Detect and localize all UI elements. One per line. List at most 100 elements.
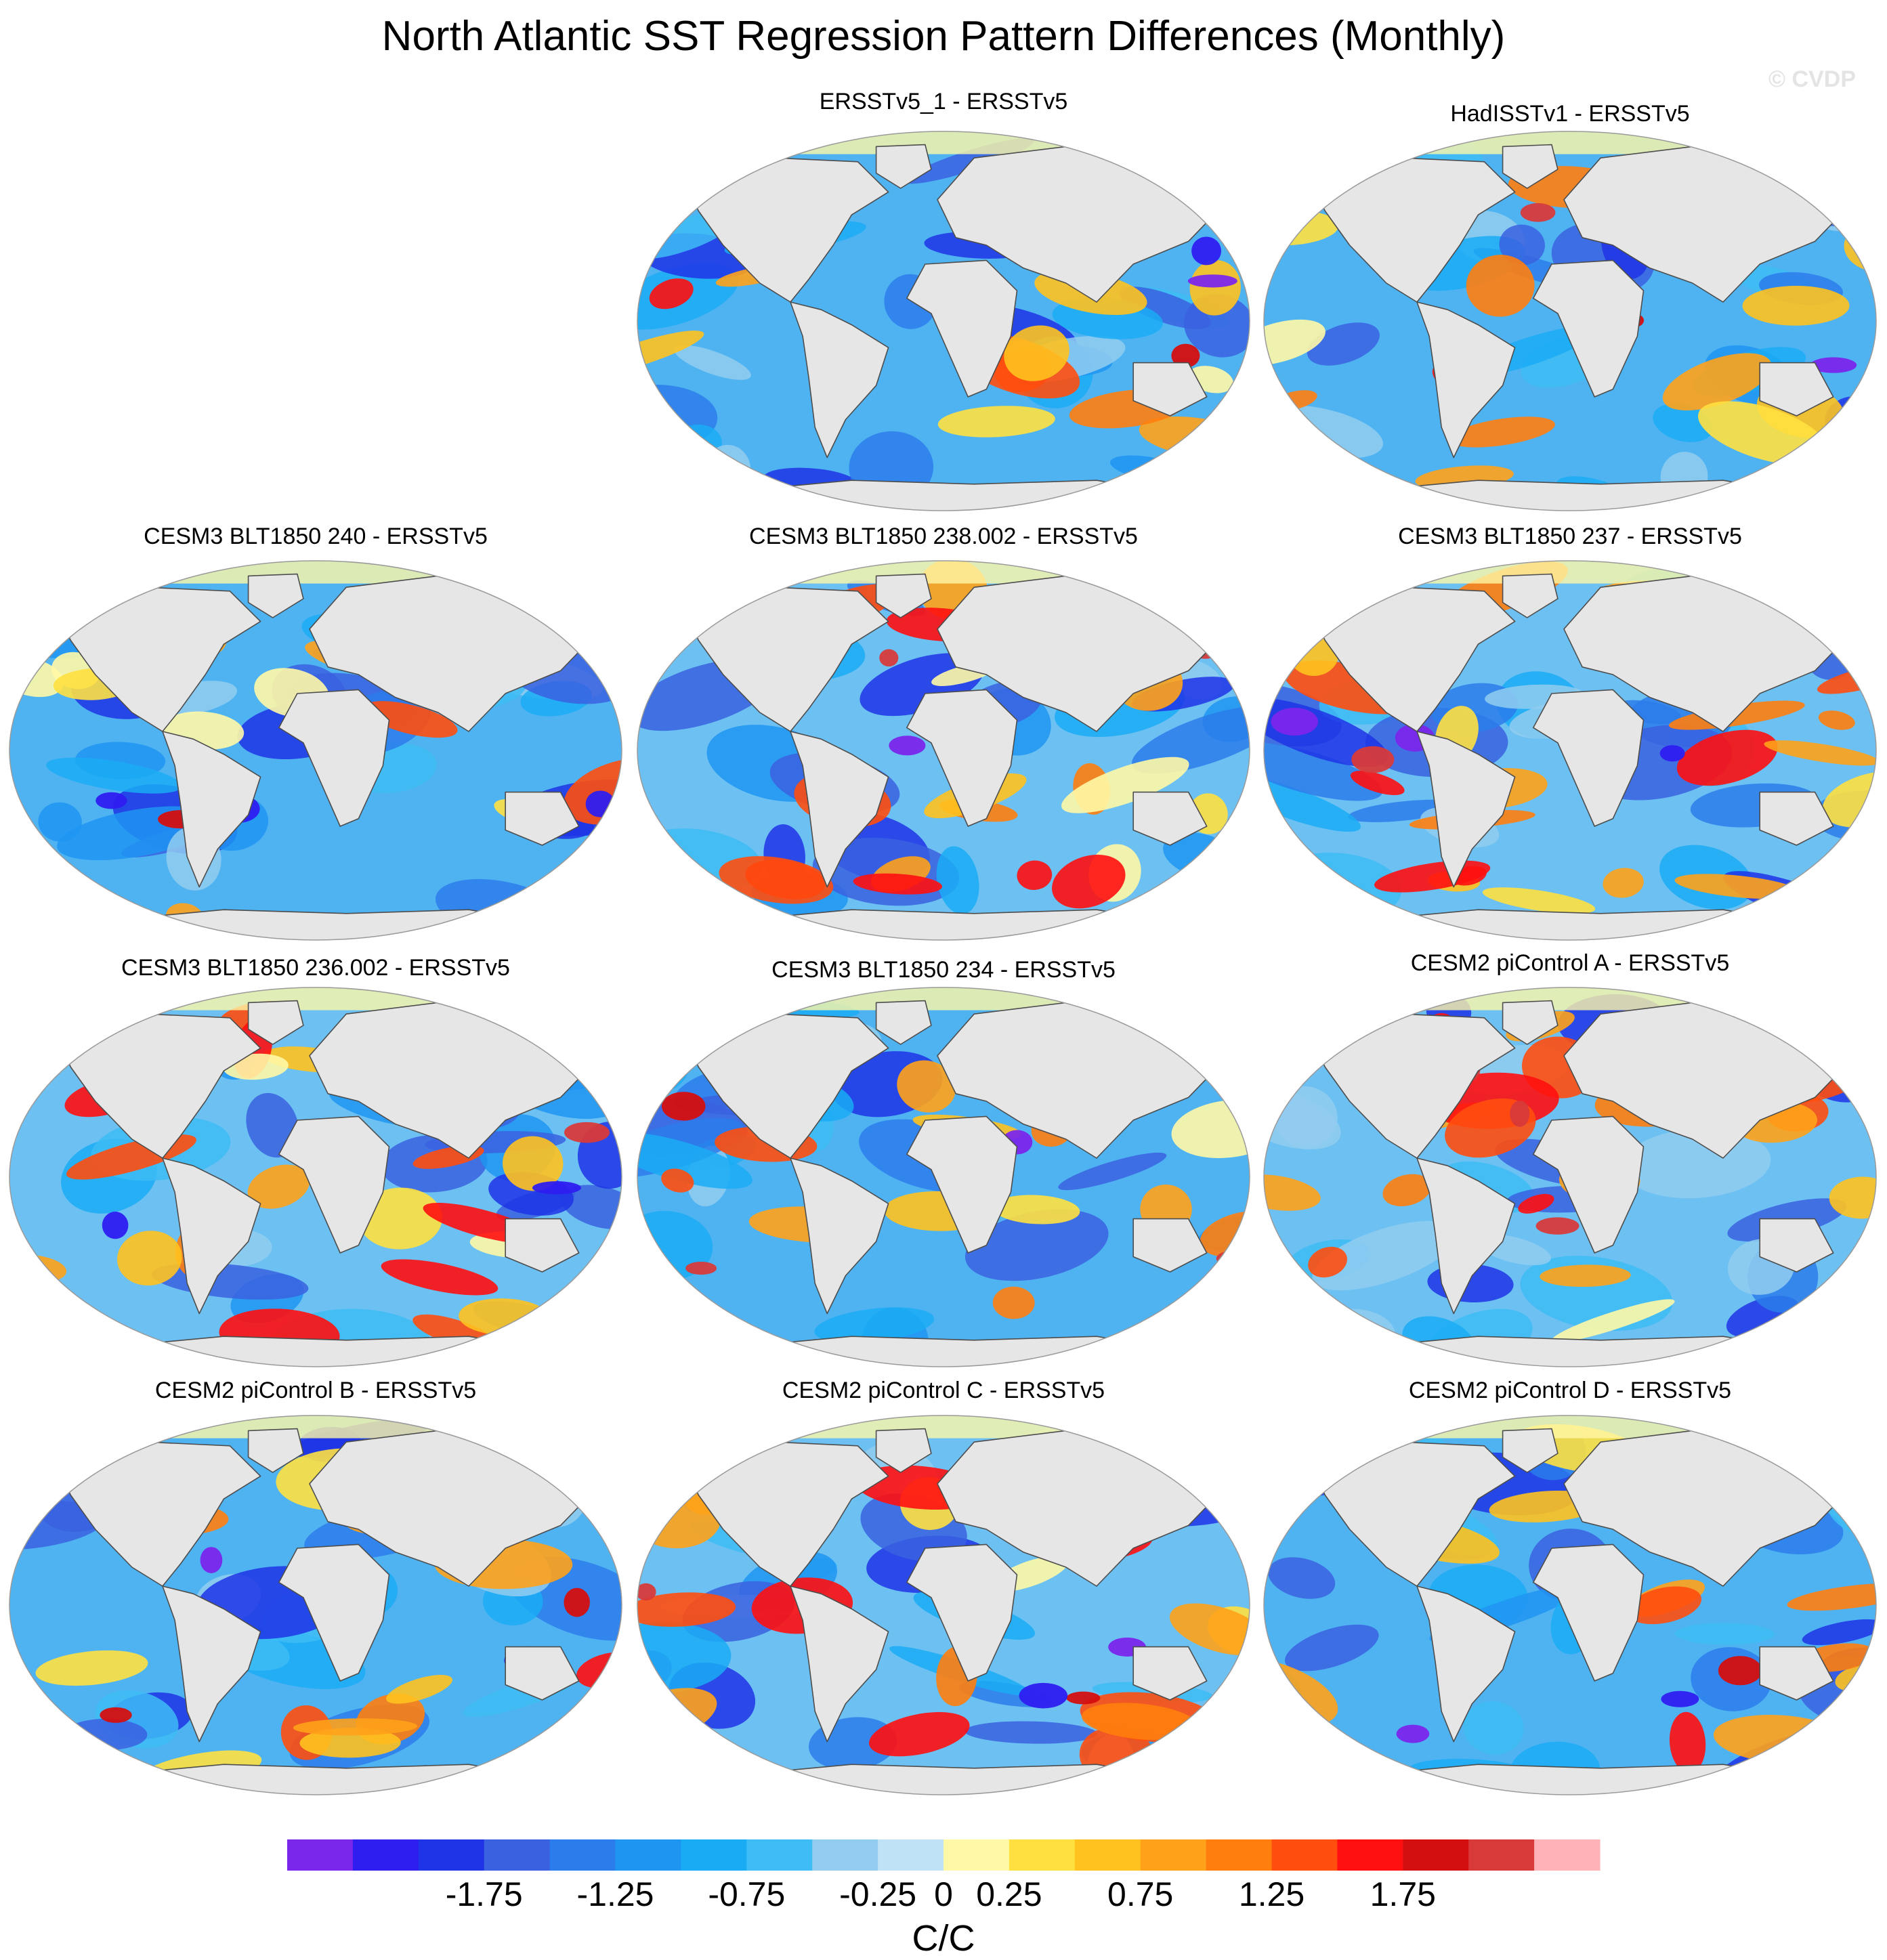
land-p3-4 [278, 689, 390, 827]
land-p3-2 [162, 731, 261, 888]
panel-title-p1: ERSSTv5_1 - ERSSTv5 [820, 89, 1068, 114]
colorbar-swatch-19 [1534, 1839, 1600, 1871]
colorbar-swatch-13 [1140, 1839, 1207, 1871]
land-p2-0 [1306, 157, 1516, 303]
colorbar-tick-6: 0.75 [1107, 1875, 1173, 1913]
land-p6-0 [51, 1013, 261, 1159]
map-panel-p2: HadISSTv1 - ERSSTv5 [1263, 101, 1877, 511]
panel-title-p10: CESM2 piControl C - ERSSTv5 [782, 1378, 1105, 1403]
land-p8-4 [1533, 1115, 1645, 1254]
map-border-p1 [637, 131, 1250, 511]
land-p6-2 [162, 1157, 261, 1315]
land-p8-6 [1355, 1336, 1816, 1367]
land-p4-4 [906, 689, 1018, 827]
land-p6-1 [247, 1000, 304, 1045]
land-p10-2 [790, 1585, 889, 1743]
land-p5-2 [1416, 731, 1516, 888]
panel-title-p6: CESM3 BLT1850 236.002 - ERSSTv5 [121, 955, 510, 981]
colorbar: -1.75 -1.25 -0.75 -0.25 0 0.25 0.75 1.25 1.75 [287, 1839, 1600, 1913]
land-p11-2 [1416, 1585, 1516, 1743]
watermark-text: © CVDP [1768, 66, 1856, 92]
colorbar-swatch-9 [878, 1839, 944, 1871]
colorbar-swatch-12 [1074, 1839, 1141, 1871]
map-panel-p3: CESM3 BLT1850 240 - ERSSTv5 [9, 524, 622, 941]
land-p11-0 [1306, 1441, 1516, 1587]
land-p5-5 [1759, 791, 1834, 846]
land-p5-6 [1355, 909, 1816, 940]
colorbar-tick-4: 0 [934, 1875, 953, 1913]
land-p4-2 [790, 731, 889, 888]
land-p10-6 [728, 1764, 1189, 1795]
land-p9-5 [505, 1646, 580, 1701]
land-p7-5 [1132, 1218, 1208, 1273]
panel-title-p11: CESM2 piControl D - ERSSTv5 [1409, 1378, 1731, 1403]
map-panel-p7: CESM3 BLT1850 234 - ERSSTv5 [637, 957, 1250, 1367]
map-panels: ERSSTv5_1 - ERSSTv5 HadISSTv1 - ERSSTv5 CE… [9, 89, 1877, 1795]
colorbar-swatch-1 [352, 1839, 419, 1871]
land-p4-0 [679, 587, 889, 732]
panel-title-p7: CESM3 BLT1850 234 - ERSSTv5 [771, 957, 1116, 983]
map-border-p11 [1263, 1415, 1877, 1795]
map-panel-p11: CESM2 piControl D - ERSSTv5 [1263, 1378, 1877, 1795]
land-p11-4 [1533, 1543, 1645, 1682]
colorbar-swatch-3 [484, 1839, 551, 1871]
land-p1-4 [906, 259, 1018, 398]
land-p3-6 [100, 909, 561, 940]
land-p1-5 [1132, 362, 1208, 417]
land-p7-0 [679, 1013, 889, 1159]
land-p6-4 [278, 1115, 390, 1254]
land-p4-5 [1132, 791, 1208, 846]
map-border-p4 [637, 560, 1250, 941]
colorbar-swatch-14 [1206, 1839, 1273, 1871]
land-p5-4 [1533, 689, 1645, 827]
land-p2-2 [1416, 301, 1516, 459]
colorbar-label: C/C [912, 1918, 975, 1959]
map-border-p9 [9, 1415, 622, 1795]
panel-title-p8: CESM2 piControl A - ERSSTv5 [1411, 950, 1730, 976]
colorbar-swatch-15 [1271, 1839, 1338, 1871]
colorbar-swatch-6 [681, 1839, 747, 1871]
map-panel-p9: CESM2 piControl B - ERSSTv5 [9, 1378, 622, 1795]
colorbar-tick-1: -1.25 [577, 1875, 654, 1913]
colorbar-tick-5: 0.25 [976, 1875, 1042, 1913]
panel-title-p2: HadISSTv1 - ERSSTv5 [1450, 101, 1689, 127]
land-p10-1 [875, 1428, 932, 1473]
land-p7-4 [906, 1115, 1018, 1254]
land-p9-1 [247, 1428, 304, 1473]
map-border-p5 [1263, 560, 1877, 941]
map-panel-p6: CESM3 BLT1850 236.002 - ERSSTv5 [9, 955, 622, 1367]
land-p6-6 [100, 1336, 561, 1367]
map-panel-p5: CESM3 BLT1850 237 - ERSSTv5 [1263, 524, 1877, 941]
land-p11-1 [1502, 1428, 1559, 1473]
land-p5-1 [1502, 573, 1559, 618]
land-p3-0 [51, 587, 261, 732]
panel-title-p5: CESM3 BLT1850 237 - ERSSTv5 [1398, 524, 1742, 549]
colorbar-tick-0: -1.75 [446, 1875, 523, 1913]
colorbar-tick-2: -0.75 [708, 1875, 785, 1913]
land-p4-1 [875, 573, 932, 618]
land-p7-6 [728, 1336, 1189, 1367]
colorbar-swatch-7 [746, 1839, 813, 1871]
land-p1-0 [679, 157, 889, 303]
land-p7-2 [790, 1157, 889, 1315]
land-p5-0 [1306, 587, 1516, 732]
land-p11-5 [1759, 1646, 1834, 1701]
map-border-p6 [9, 987, 622, 1367]
colorbar-swatch-17 [1403, 1839, 1469, 1871]
panel-title-p9: CESM2 piControl B - ERSSTv5 [155, 1378, 476, 1403]
colorbar-tick-8: 1.75 [1370, 1875, 1436, 1913]
land-p3-5 [505, 791, 580, 846]
land-p9-6 [100, 1764, 561, 1795]
land-p9-4 [278, 1543, 390, 1682]
land-p3-1 [247, 573, 304, 618]
land-p8-0 [1306, 1013, 1516, 1159]
panel-title-p3: CESM3 BLT1850 240 - ERSSTv5 [144, 524, 488, 549]
land-p8-1 [1502, 1000, 1559, 1045]
map-panel-p4: CESM3 BLT1850 238.002 - ERSSTv5 [637, 524, 1250, 941]
land-p11-6 [1355, 1764, 1816, 1795]
map-border-p10 [637, 1415, 1250, 1795]
colorbar-swatch-2 [418, 1839, 485, 1871]
land-p7-1 [875, 1000, 932, 1045]
land-p1-1 [875, 144, 932, 189]
